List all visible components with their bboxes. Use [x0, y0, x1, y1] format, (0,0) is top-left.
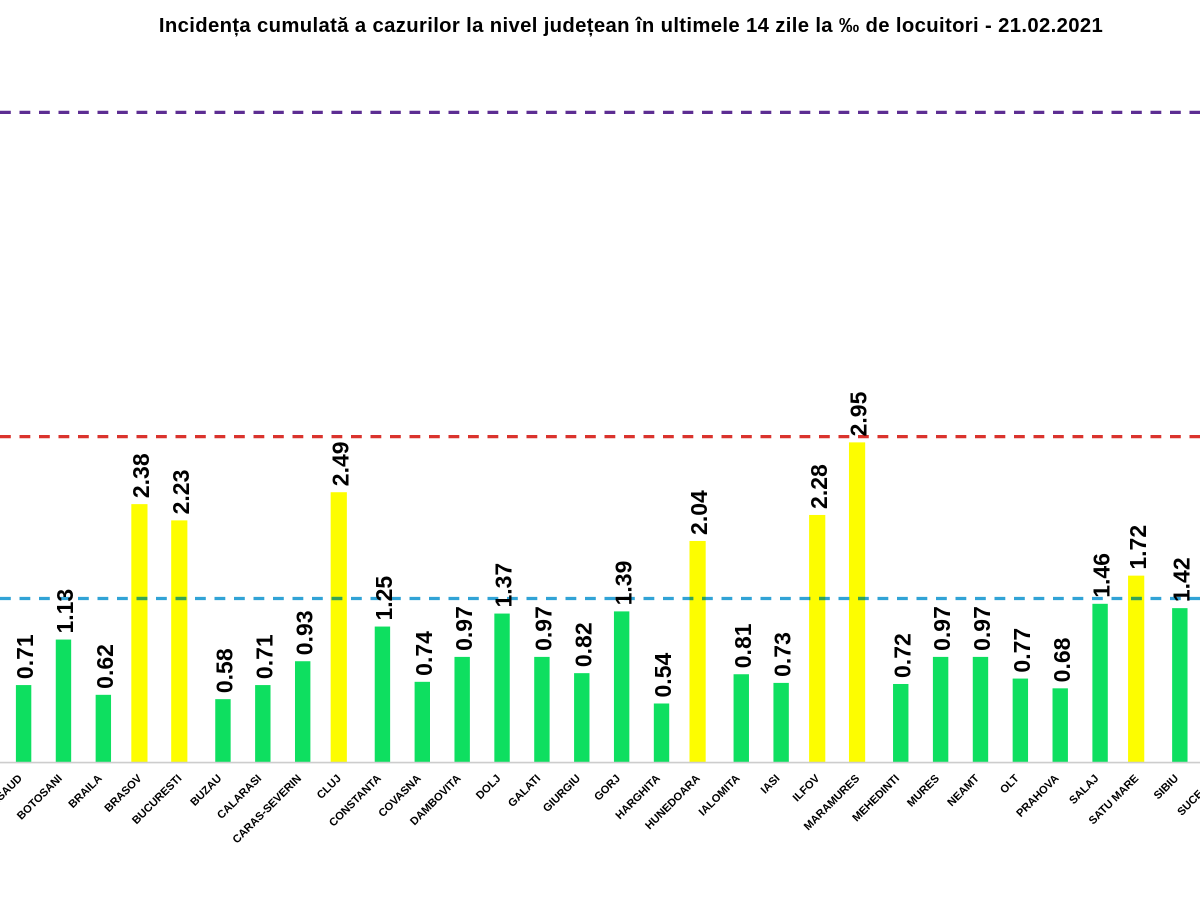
svg-text:Incidența cumulată a cazurilor: Incidența cumulată a cazurilor la nivel … — [159, 15, 1103, 37]
svg-text:0.97: 0.97 — [929, 606, 955, 651]
svg-text:2.28: 2.28 — [806, 464, 832, 509]
svg-text:0.77: 0.77 — [1009, 628, 1035, 673]
svg-text:0.97: 0.97 — [531, 606, 557, 651]
svg-text:2.49: 2.49 — [327, 441, 353, 486]
svg-text:1.25: 1.25 — [371, 576, 397, 621]
svg-text:0.81: 0.81 — [730, 623, 756, 668]
svg-text:0.73: 0.73 — [770, 632, 796, 677]
svg-text:0.68: 0.68 — [1049, 637, 1075, 682]
svg-text:2.95: 2.95 — [846, 391, 872, 436]
svg-text:0.82: 0.82 — [570, 622, 596, 667]
svg-text:2.04: 2.04 — [686, 490, 712, 535]
svg-text:0.71: 0.71 — [251, 634, 277, 679]
svg-text:0.97: 0.97 — [451, 606, 477, 651]
svg-text:0.62: 0.62 — [92, 644, 118, 689]
svg-text:1.46: 1.46 — [1089, 553, 1115, 598]
svg-text:1.42: 1.42 — [1168, 557, 1194, 602]
svg-text:1.39: 1.39 — [610, 561, 636, 606]
svg-text:2.38: 2.38 — [128, 453, 154, 498]
svg-text:0.71: 0.71 — [12, 634, 38, 679]
svg-text:0.72: 0.72 — [889, 633, 915, 678]
svg-text:0.54: 0.54 — [650, 653, 676, 698]
svg-text:0.93: 0.93 — [291, 610, 317, 655]
svg-text:2.23: 2.23 — [168, 470, 194, 515]
svg-text:1.72: 1.72 — [1125, 525, 1151, 570]
svg-text:1.13: 1.13 — [52, 589, 78, 634]
svg-text:0.74: 0.74 — [411, 631, 437, 676]
svg-text:1.37: 1.37 — [491, 563, 517, 608]
svg-text:0.97: 0.97 — [969, 606, 995, 651]
svg-text:0.58: 0.58 — [212, 648, 238, 693]
